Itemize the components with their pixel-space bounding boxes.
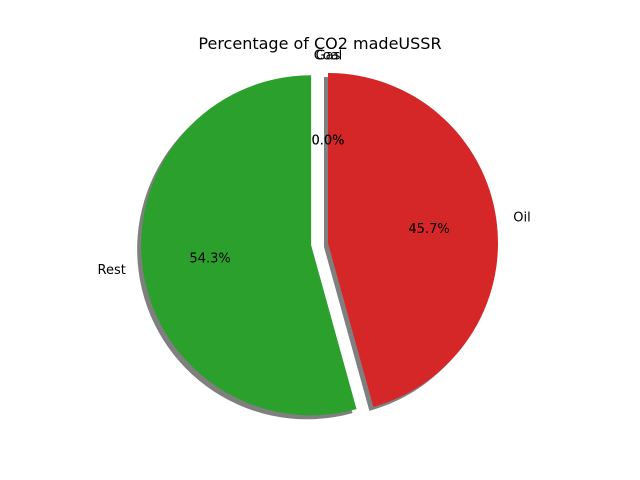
pie-percent-oil: 45.7%	[408, 222, 449, 237]
slice-wedges	[141, 73, 499, 416]
pie-label-gas: Gas	[316, 49, 341, 64]
pie-percent-gas: 0.0%	[311, 134, 344, 149]
pie-label-oil: Oil	[513, 210, 530, 225]
chart-title: Percentage of CO2 madeUSSR	[198, 34, 441, 53]
pie-percent-rest: 54.3%	[189, 252, 230, 267]
pie-label-coal: Coal	[314, 49, 343, 64]
pie-slice-oil	[328, 73, 499, 407]
slice-percent-labels: 0.0%0.0%45.7%54.3%	[189, 134, 449, 267]
pie-label-rest: Rest	[98, 263, 126, 278]
pie-slice-rest	[141, 75, 357, 416]
pie-percent-coal: 0.0%	[311, 134, 344, 149]
